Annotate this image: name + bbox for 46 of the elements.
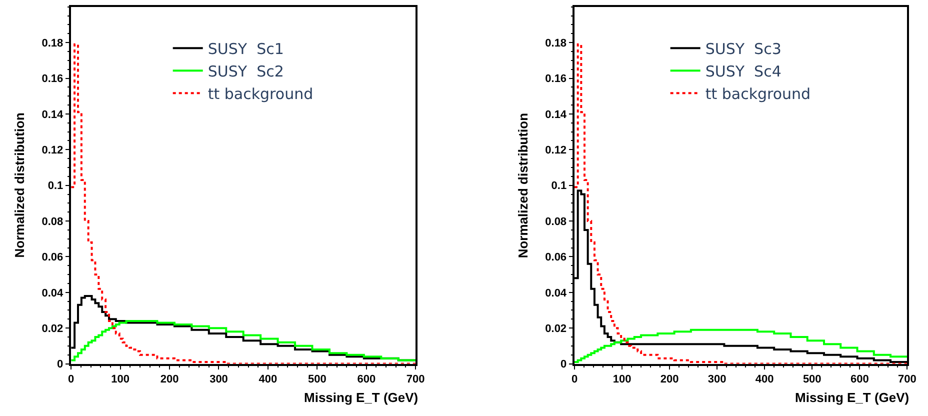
y-tick-label: 0.02 [545, 322, 567, 335]
legend-label: SUSY Sc4 [705, 62, 782, 80]
y-tick-label: 0.04 [42, 287, 64, 300]
x-tick-label: 300 [708, 374, 726, 386]
y-tick-label: 0.08 [545, 216, 567, 228]
x-tick-label: 400 [258, 374, 278, 386]
x-tick-label: 200 [160, 374, 179, 386]
x-tick-label: 500 [802, 374, 822, 386]
legend-label: SUSY Sc2 [208, 62, 284, 80]
y-tick-label: 0 [57, 358, 64, 371]
y-tick-label: 0.14 [545, 108, 568, 121]
y-tick-label: 0.18 [545, 37, 567, 50]
y-tick-label: 0.18 [42, 37, 64, 50]
y-tick-label: 0.06 [545, 252, 567, 264]
x-tick-label: 400 [755, 374, 774, 386]
x-tick-label: 0 [68, 374, 74, 386]
y-tick-label: 0.12 [42, 144, 64, 156]
x-tick-label: 700 [898, 374, 916, 386]
y-tick-label: 0.08 [42, 216, 64, 228]
x-tick-label: 0 [571, 374, 578, 386]
y-tick-label: 0.1 [551, 180, 567, 192]
y-tick-label: 0.04 [545, 287, 568, 300]
x-tick-label: 600 [850, 374, 869, 386]
y-tick-label: 0.02 [42, 322, 64, 335]
x-tick-label: 600 [357, 374, 376, 386]
x-tick-label: 100 [612, 374, 632, 386]
legend-label: tt background [705, 84, 811, 103]
x-tick-label: 200 [660, 374, 679, 386]
y-axis-title: Normalized distribution [12, 112, 28, 258]
y-tick-label: 0.14 [42, 108, 64, 121]
y-axis-title: Normalized distribution [515, 112, 530, 258]
y-tick-label: 0.1 [48, 180, 64, 192]
x-tick-label: 300 [210, 374, 228, 386]
x-tick-label: 700 [406, 374, 425, 386]
x-axis-title: Missing E_T (GeV) [795, 390, 910, 405]
x-tick-label: 100 [111, 374, 130, 386]
legend-label: tt background [208, 84, 314, 103]
y-tick-label: 0.16 [545, 73, 567, 86]
legend-label: SUSY Sc3 [705, 40, 782, 58]
y-tick-label: 0.12 [545, 144, 567, 156]
legend-label: SUSY Sc1 [208, 40, 284, 58]
x-axis-title: Missing E_T (GeV) [304, 390, 418, 405]
y-tick-label: 0.16 [42, 73, 64, 86]
x-tick-label: 500 [308, 374, 326, 386]
y-tick-label: 0 [560, 358, 567, 371]
y-tick-label: 0.06 [42, 252, 64, 264]
